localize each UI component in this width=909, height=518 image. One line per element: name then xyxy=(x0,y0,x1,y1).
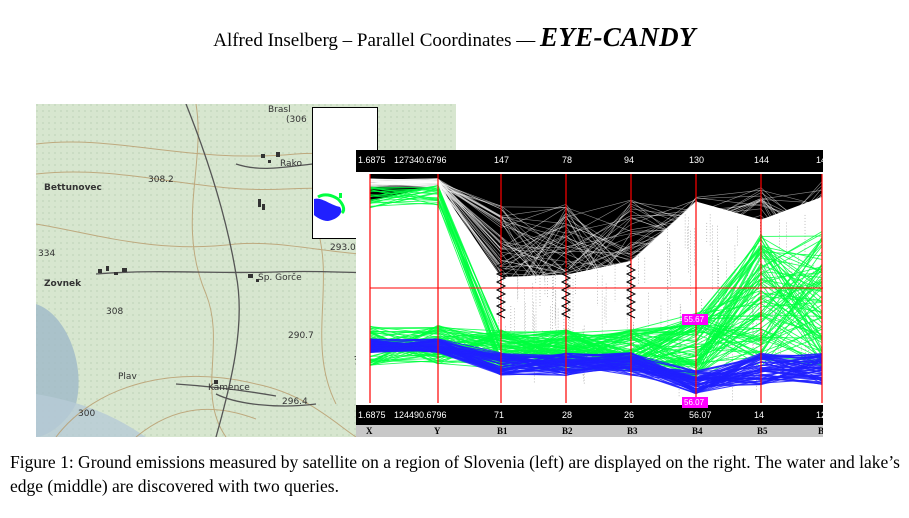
pc-axis-top-label: 14 xyxy=(816,155,823,165)
pc-data-line xyxy=(369,180,823,315)
top-label-bar xyxy=(356,150,823,172)
pc-data-line xyxy=(369,185,823,325)
pc-axis-bottom-label: 12 xyxy=(816,410,823,420)
pc-axis-top-label: 130 xyxy=(689,155,704,165)
pc-data-line xyxy=(369,182,823,334)
pc-query-a-line xyxy=(369,272,823,377)
pc-axis-top-label: 1.6875 xyxy=(358,155,386,165)
pc-query-marker[interactable] xyxy=(682,314,708,325)
svg-text:308: 308 xyxy=(106,307,123,317)
pc-query-b-line xyxy=(369,347,823,387)
pc-data-line xyxy=(369,182,823,258)
pc-axis-name: X xyxy=(366,426,373,436)
pc-axis-bottom-label: 71 xyxy=(494,410,504,420)
svg-text:Bettunovec: Bettunovec xyxy=(44,183,102,193)
svg-text:293.0: 293.0 xyxy=(330,243,356,253)
pc-axis-name: B xyxy=(818,426,823,436)
pc-axis-bottom-label: 14 xyxy=(754,410,764,420)
pc-axis-name: B1 xyxy=(497,426,508,436)
pc-query-a-line xyxy=(369,328,823,376)
pc-axis-top-label: 78 xyxy=(562,155,572,165)
svg-text:Sp. Gorče: Sp. Gorče xyxy=(258,272,302,283)
svg-text:300: 300 xyxy=(78,409,95,419)
pc-query-a-line xyxy=(369,314,823,374)
pc-data-line xyxy=(369,179,823,308)
svg-text:290.7: 290.7 xyxy=(288,331,314,341)
pc-query-b-line xyxy=(369,341,823,382)
parallel-coordinates-plot: 1.6875 1.6875 X 127340.6796 124490.6796 Y 147 7… xyxy=(356,150,823,437)
axis-name-bar xyxy=(356,425,823,437)
pc-data-line xyxy=(369,182,823,323)
pc-data-line xyxy=(369,181,823,317)
pc-axis-bottom-label: 26 xyxy=(624,410,634,420)
pc-data-line xyxy=(369,181,823,330)
pc-axis-top-label: 94 xyxy=(624,155,634,165)
svg-text:Kamence: Kamence xyxy=(208,383,250,393)
figure-caption: Figure 1: Ground emissions measured by s… xyxy=(10,452,900,496)
pc-query-a-line xyxy=(369,317,823,353)
svg-text:Plav: Plav xyxy=(118,372,137,382)
pc-data-line xyxy=(369,178,823,324)
pc-axis-name: Y xyxy=(434,426,441,436)
svg-text:296.4: 296.4 xyxy=(282,397,308,407)
pc-data-line xyxy=(369,181,823,327)
pc-data-line xyxy=(369,179,823,323)
pc-axis-bottom-label: 28 xyxy=(562,410,572,420)
pc-axis-bottom-label: 56.07 xyxy=(689,410,712,420)
pc-density-band xyxy=(370,174,822,278)
svg-text:Brasl: Brasl xyxy=(268,105,291,115)
pc-axis-bottom-label: 124490.6796 xyxy=(394,410,447,420)
title-prefix: Alfred Inselberg – Parallel Coordinates … xyxy=(213,30,536,51)
pc-query-marker-value: 55.67 xyxy=(684,315,705,324)
pc-axis-name: B4 xyxy=(692,426,703,436)
pc-query-marker-value: 56.07 xyxy=(684,398,705,407)
svg-text:(306: (306 xyxy=(286,115,307,125)
pc-axis-name: B3 xyxy=(627,426,638,436)
pc-axis-zigzag xyxy=(560,263,572,319)
pc-query-a-line xyxy=(369,238,823,364)
pc-axis-name: B5 xyxy=(757,426,768,436)
pc-query-a-line xyxy=(369,327,823,365)
svg-text:Rako: Rako xyxy=(280,159,302,169)
pc-data-line xyxy=(369,178,823,286)
pc-query-marker[interactable] xyxy=(682,397,708,408)
pc-query-b-line xyxy=(369,345,823,381)
title-emphasis: EYE-CANDY xyxy=(540,22,696,52)
pc-axis-top-label: 144 xyxy=(754,155,769,165)
pc-axis-top-label: 147 xyxy=(494,155,509,165)
pc-axis-name: B2 xyxy=(562,426,573,436)
pc-query-a-line xyxy=(369,313,823,359)
page-title: Alfred Inselberg – Parallel Coordinates … xyxy=(0,22,909,53)
pc-axis-top-label: 127340.6796 xyxy=(394,155,447,165)
pc-axis-bottom-label: 1.6875 xyxy=(358,410,386,420)
pc-axis-zigzag xyxy=(625,263,637,319)
pc-axis-zigzag xyxy=(495,263,507,319)
pc-query-b-line xyxy=(369,346,823,385)
svg-text:308.2: 308.2 xyxy=(148,175,174,185)
svg-text:334: 334 xyxy=(38,249,55,259)
bottom-label-bar xyxy=(356,405,823,425)
svg-text:Zovnek: Zovnek xyxy=(44,279,82,289)
